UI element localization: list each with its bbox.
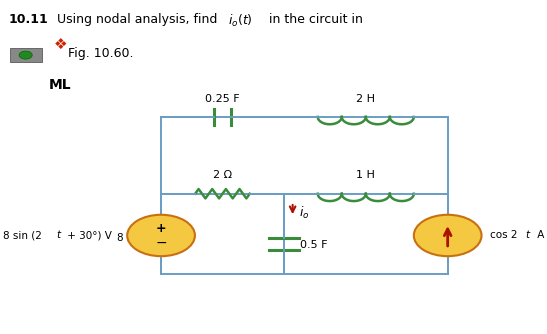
Text: $i_o(t)$: $i_o(t)$ bbox=[228, 13, 253, 29]
Text: + 30°) V: + 30°) V bbox=[65, 230, 112, 240]
Text: 8 sin (2: 8 sin (2 bbox=[117, 232, 155, 242]
Text: Using nodal analysis, find: Using nodal analysis, find bbox=[49, 13, 222, 26]
Text: in the circuit in: in the circuit in bbox=[265, 13, 363, 26]
Text: −: − bbox=[155, 236, 167, 250]
Text: ML: ML bbox=[49, 78, 72, 93]
Text: +: + bbox=[156, 222, 166, 235]
Text: 2 Ω: 2 Ω bbox=[213, 170, 232, 180]
FancyBboxPatch shape bbox=[10, 48, 42, 62]
Text: $i_o$: $i_o$ bbox=[299, 205, 310, 221]
Text: 0.25 F: 0.25 F bbox=[205, 94, 240, 104]
Text: A: A bbox=[534, 230, 544, 240]
Text: 10.11: 10.11 bbox=[8, 13, 48, 26]
Circle shape bbox=[19, 51, 32, 59]
Text: ❖: ❖ bbox=[54, 37, 67, 52]
Text: 0.5 F: 0.5 F bbox=[300, 240, 328, 250]
Text: 1 H: 1 H bbox=[356, 170, 375, 180]
Text: 2 H: 2 H bbox=[356, 94, 375, 104]
Text: cos 2: cos 2 bbox=[490, 230, 517, 240]
Circle shape bbox=[414, 215, 481, 256]
Text: t: t bbox=[526, 230, 530, 240]
Circle shape bbox=[127, 215, 195, 256]
Text: t: t bbox=[56, 230, 60, 240]
Text: Fig. 10.60.: Fig. 10.60. bbox=[68, 47, 134, 60]
Text: 8 sin (2: 8 sin (2 bbox=[3, 230, 42, 240]
